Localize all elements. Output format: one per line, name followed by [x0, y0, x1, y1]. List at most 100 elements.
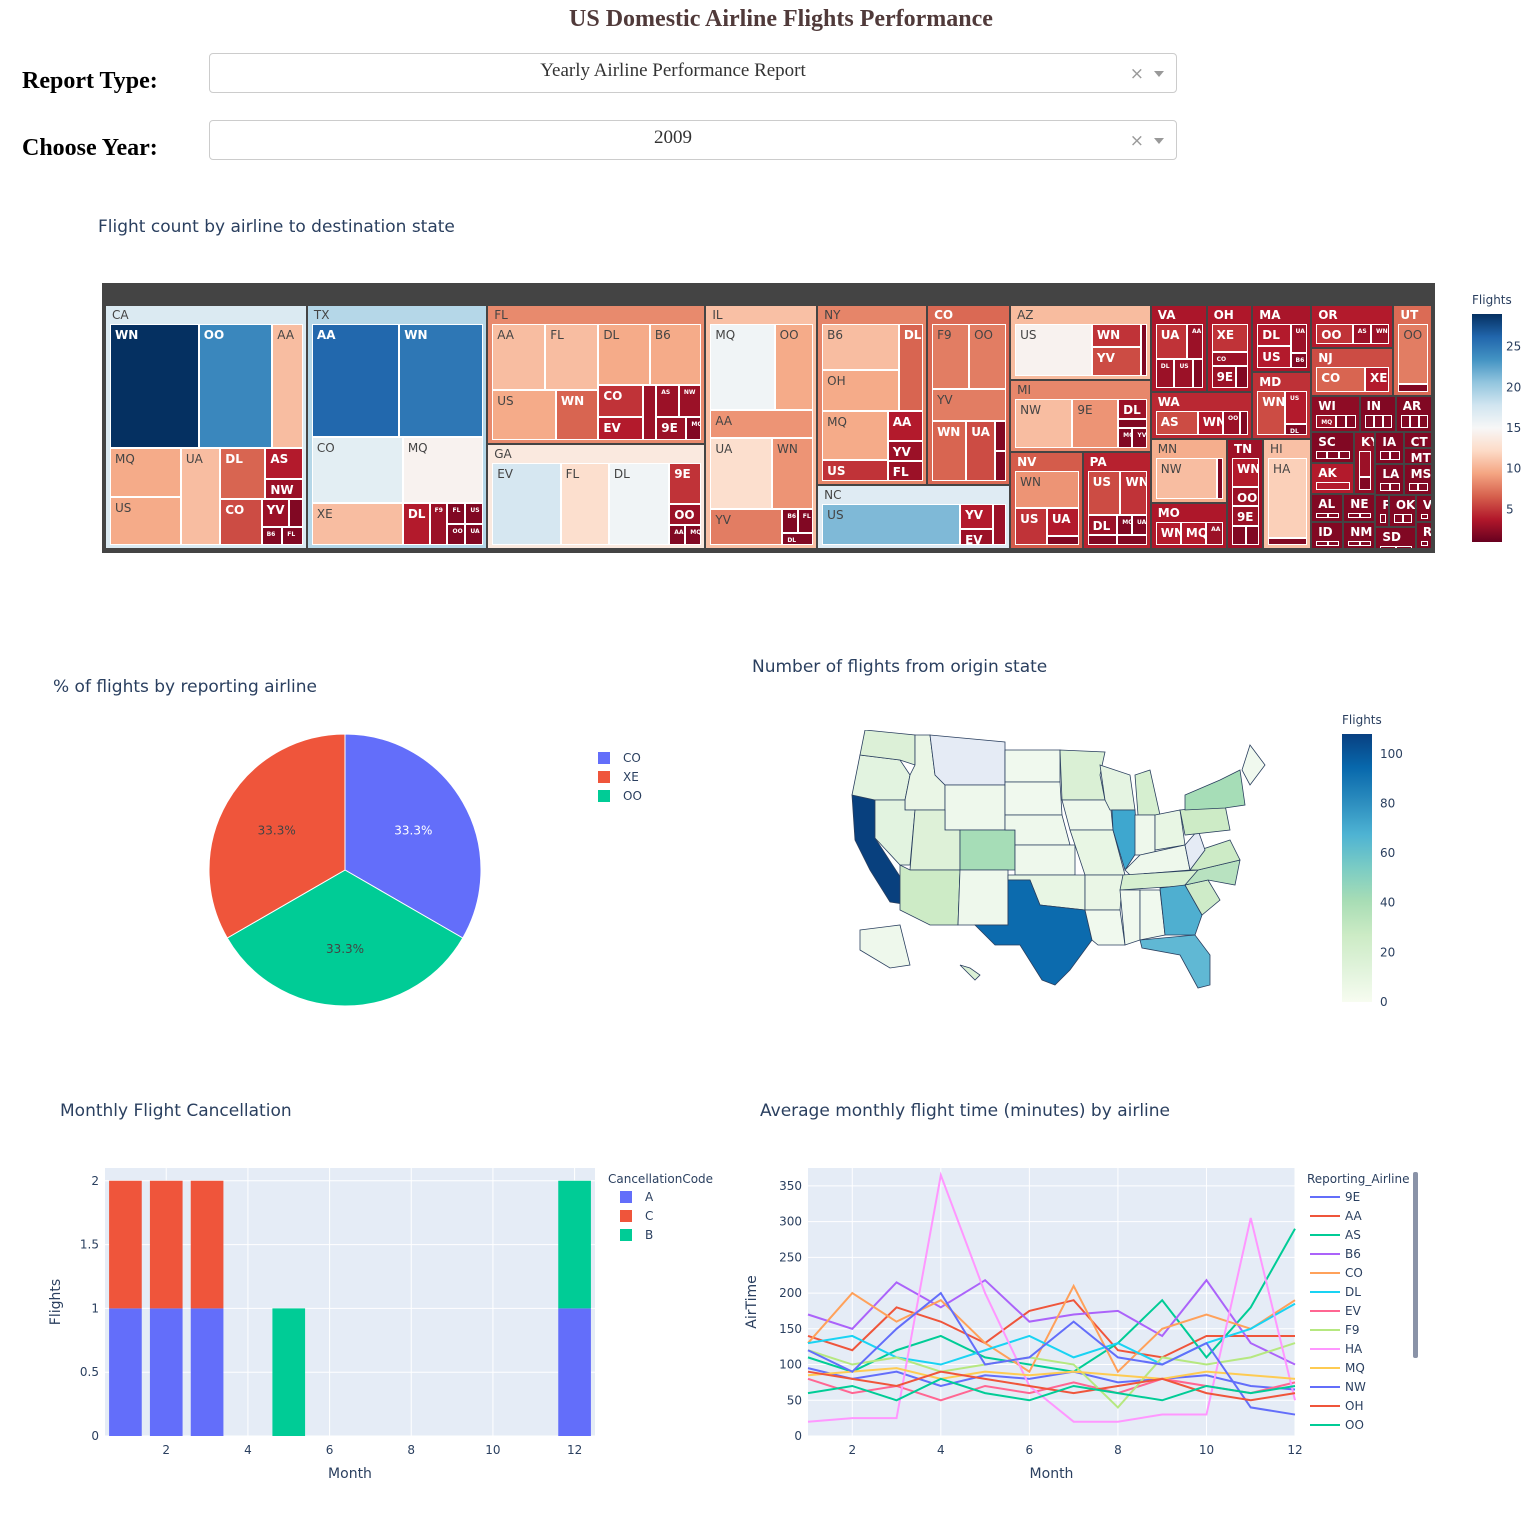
treemap-state-co[interactable]: CO F9 OO YV WN UA: [927, 305, 1011, 486]
treemap-state-ia[interactable]: IA: [1375, 432, 1404, 464]
treemap-state-pa[interactable]: PAUSWNDLMQUA: [1082, 452, 1151, 549]
treemap-state-il[interactable]: IL MQ OO AA UA WN YV B6 FL DL: [705, 305, 818, 549]
treemap-airline-wa-wn[interactable]: WN: [1197, 410, 1223, 436]
treemap-airline-mi-xe[interactable]: [1118, 418, 1147, 429]
treemap-state-fl[interactable]: FL AA FL US WN DL B6 CO EV AS NW 9E MQ: [487, 305, 706, 445]
treemap-airline-tx-co[interactable]: CO: [311, 436, 403, 504]
treemap-state-wi[interactable]: WI MQ: [1311, 396, 1360, 433]
treemap-state-oh[interactable]: OH XE CO 9E: [1206, 305, 1253, 392]
treemap-airline-ny-oh[interactable]: OH: [822, 369, 899, 412]
treemap-airline-tn-wn[interactable]: WN: [1231, 458, 1260, 488]
treemap-airline-wa-us[interactable]: [1239, 410, 1249, 436]
treemap-state-hi[interactable]: HI HA: [1263, 439, 1312, 549]
treemap-airline-il-mq[interactable]: MQ: [710, 324, 775, 410]
treemap-airline-tx-f9[interactable]: F9: [429, 502, 448, 545]
treemap-airline-pa-oh[interactable]: [1117, 535, 1147, 545]
treemap-airline-ar-ev[interactable]: [1418, 415, 1428, 429]
treemap-airline-pa-ev[interactable]: [1087, 535, 1118, 545]
treemap-airline-in-us[interactable]: [1382, 415, 1392, 429]
treemap-airline-sd-9e[interactable]: [1396, 546, 1412, 548]
treemap-airline-nj-xe[interactable]: XE: [1364, 366, 1390, 393]
chevron-down-icon[interactable]: [1154, 71, 1164, 77]
treemap-airline-ne-ua[interactable]: [1359, 513, 1372, 519]
treemap-airline-wi-mq[interactable]: MQ: [1316, 415, 1336, 429]
treemap-airline-in-wn[interactable]: [1364, 415, 1374, 429]
treemap-state-mo[interactable]: MOWNMQAA: [1150, 502, 1227, 549]
treemap-state-tx[interactable]: TX AA WN CO XE MQ DL F9 FL US OO UA: [306, 305, 488, 549]
treemap-airline-nv-us[interactable]: US: [1015, 508, 1047, 545]
treemap-airline-tn-dl[interactable]: [1245, 525, 1260, 545]
treemap-airline-pa-mq[interactable]: MQ: [1117, 515, 1132, 536]
treemap-airline-sd-oo[interactable]: [1380, 546, 1397, 548]
pie-chart[interactable]: 33.3% 33.3% 33.3% CO XE OO: [190, 730, 670, 1030]
treemap-airline-id-wn[interactable]: [1327, 540, 1340, 546]
treemap-state-ct[interactable]: CT: [1403, 432, 1432, 448]
treemap-state-nc[interactable]: NC US YV EV: [817, 485, 1011, 549]
treemap[interactable]: CA WN OO AA MQ US UA DL AS NW CO YV B6 FL TX AA WN CO XE MQ…: [102, 283, 1435, 553]
treemap-airline-la-wn[interactable]: [1390, 482, 1400, 491]
treemap-airline-id-oo[interactable]: [1316, 540, 1328, 546]
treemap-airline-ga-aa[interactable]: AA: [669, 524, 686, 545]
treemap-airline-ms-mq[interactable]: [1408, 482, 1419, 491]
treemap-airline-nv-ua[interactable]: UA: [1046, 508, 1079, 536]
treemap-airline-fl-as[interactable]: AS: [656, 385, 679, 417]
treemap-state-tn[interactable]: TN WN OO 9E: [1226, 439, 1264, 549]
treemap-airline-ca-mq[interactable]: MQ: [110, 448, 181, 497]
treemap-airline-va-ua[interactable]: UA: [1155, 324, 1187, 359]
treemap-airline-nc-xe[interactable]: [992, 504, 1007, 545]
treemap-state-ms[interactable]: MS: [1403, 463, 1432, 495]
treemap-airline-wa-oo[interactable]: OO: [1223, 410, 1240, 436]
treemap-airline-ak-as[interactable]: [1316, 482, 1350, 491]
treemap-airline-fl-b6[interactable]: B6: [649, 324, 702, 386]
treemap-airline-ut-oo[interactable]: OO: [1398, 324, 1428, 384]
chevron-down-icon[interactable]: [1154, 138, 1164, 144]
airtime-line-chart[interactable]: 0 50 100 150 200 250 300 350 2 4 6 8 10 12 Month AirTim…: [740, 1160, 1430, 1490]
treemap-airline-il-oo[interactable]: OO: [774, 324, 814, 410]
treemap-state-ak[interactable]: AK: [1311, 463, 1354, 495]
treemap-airline-pa-us[interactable]: US: [1087, 471, 1121, 516]
treemap-state-al[interactable]: AL: [1311, 494, 1344, 522]
treemap-airline-vt-xe[interactable]: [1420, 513, 1428, 519]
treemap-state-wa[interactable]: WAASWNOO: [1150, 391, 1253, 440]
treemap-airline-tx-dl[interactable]: DL: [402, 502, 430, 545]
treemap-state-pr[interactable]: PR: [1375, 494, 1389, 528]
treemap-airline-ia-oo[interactable]: [1390, 451, 1400, 460]
treemap-airline-nv-wn[interactable]: WN: [1015, 471, 1079, 508]
treemap-airline-fl-aa[interactable]: AA: [492, 324, 546, 391]
treemap-airline-mo-wn[interactable]: WN: [1155, 521, 1181, 545]
treemap-airline-il-yv[interactable]: YV: [710, 509, 783, 545]
treemap-airline-ny-b6[interactable]: B6: [822, 324, 899, 370]
treemap-airline-tx-ua[interactable]: UA: [465, 523, 484, 545]
treemap-airline-ar-oo[interactable]: [1409, 415, 1419, 429]
treemap-state-ne[interactable]: NE: [1343, 494, 1376, 522]
treemap-airline-pa-ua[interactable]: UA: [1131, 515, 1147, 536]
treemap-airline-ma-b6[interactable]: B6: [1290, 353, 1308, 369]
treemap-airline-ky-oh[interactable]: [1358, 451, 1372, 478]
treemap-airline-wi-9e[interactable]: [1335, 415, 1346, 429]
treemap-airline-tx-aa[interactable]: AA: [311, 324, 400, 437]
treemap-airline-ca-wn[interactable]: WN: [110, 324, 199, 449]
treemap-airline-tx-fl[interactable]: FL: [447, 502, 466, 524]
treemap-airline-mo-aa[interactable]: AA: [1206, 521, 1223, 545]
treemap-airline-mi-mq[interactable]: MQ: [1118, 428, 1133, 448]
treemap-airline-il-ua[interactable]: UA: [710, 438, 773, 510]
treemap-airline-ga-fl[interactable]: FL: [560, 463, 609, 545]
treemap-airline-or-oo[interactable]: OO: [1316, 324, 1353, 344]
treemap-airline-ar-mq[interactable]: [1400, 415, 1410, 429]
treemap-airline-tx-xe[interactable]: XE: [311, 503, 403, 545]
treemap-airline-nm-wn[interactable]: [1348, 540, 1360, 546]
treemap-state-or[interactable]: OR OO AS WN: [1311, 305, 1394, 348]
treemap-airline-wa-as[interactable]: AS: [1155, 410, 1198, 436]
treemap-state-ky[interactable]: KY: [1353, 432, 1376, 495]
treemap-state-ca[interactable]: CA WN OO AA MQ US UA DL AS NW CO YV B6 FL: [105, 305, 307, 549]
treemap-airline-al-ev[interactable]: [1316, 513, 1328, 519]
treemap-airline-ca-aa[interactable]: AA: [272, 324, 303, 449]
treemap-airline-va-9e[interactable]: [1193, 358, 1203, 388]
treemap-airline-co-wn[interactable]: WN: [932, 421, 967, 482]
treemap-airline-az-wn[interactable]: WN: [1091, 324, 1142, 348]
treemap-airline-fl-mq[interactable]: MQ: [686, 416, 702, 441]
treemap-state-ar[interactable]: AR: [1395, 396, 1432, 433]
treemap-airline-or-as[interactable]: AS: [1352, 324, 1372, 344]
clear-icon[interactable]: ×: [1129, 64, 1144, 84]
treemap-airline-fl-oh[interactable]: [643, 385, 657, 441]
